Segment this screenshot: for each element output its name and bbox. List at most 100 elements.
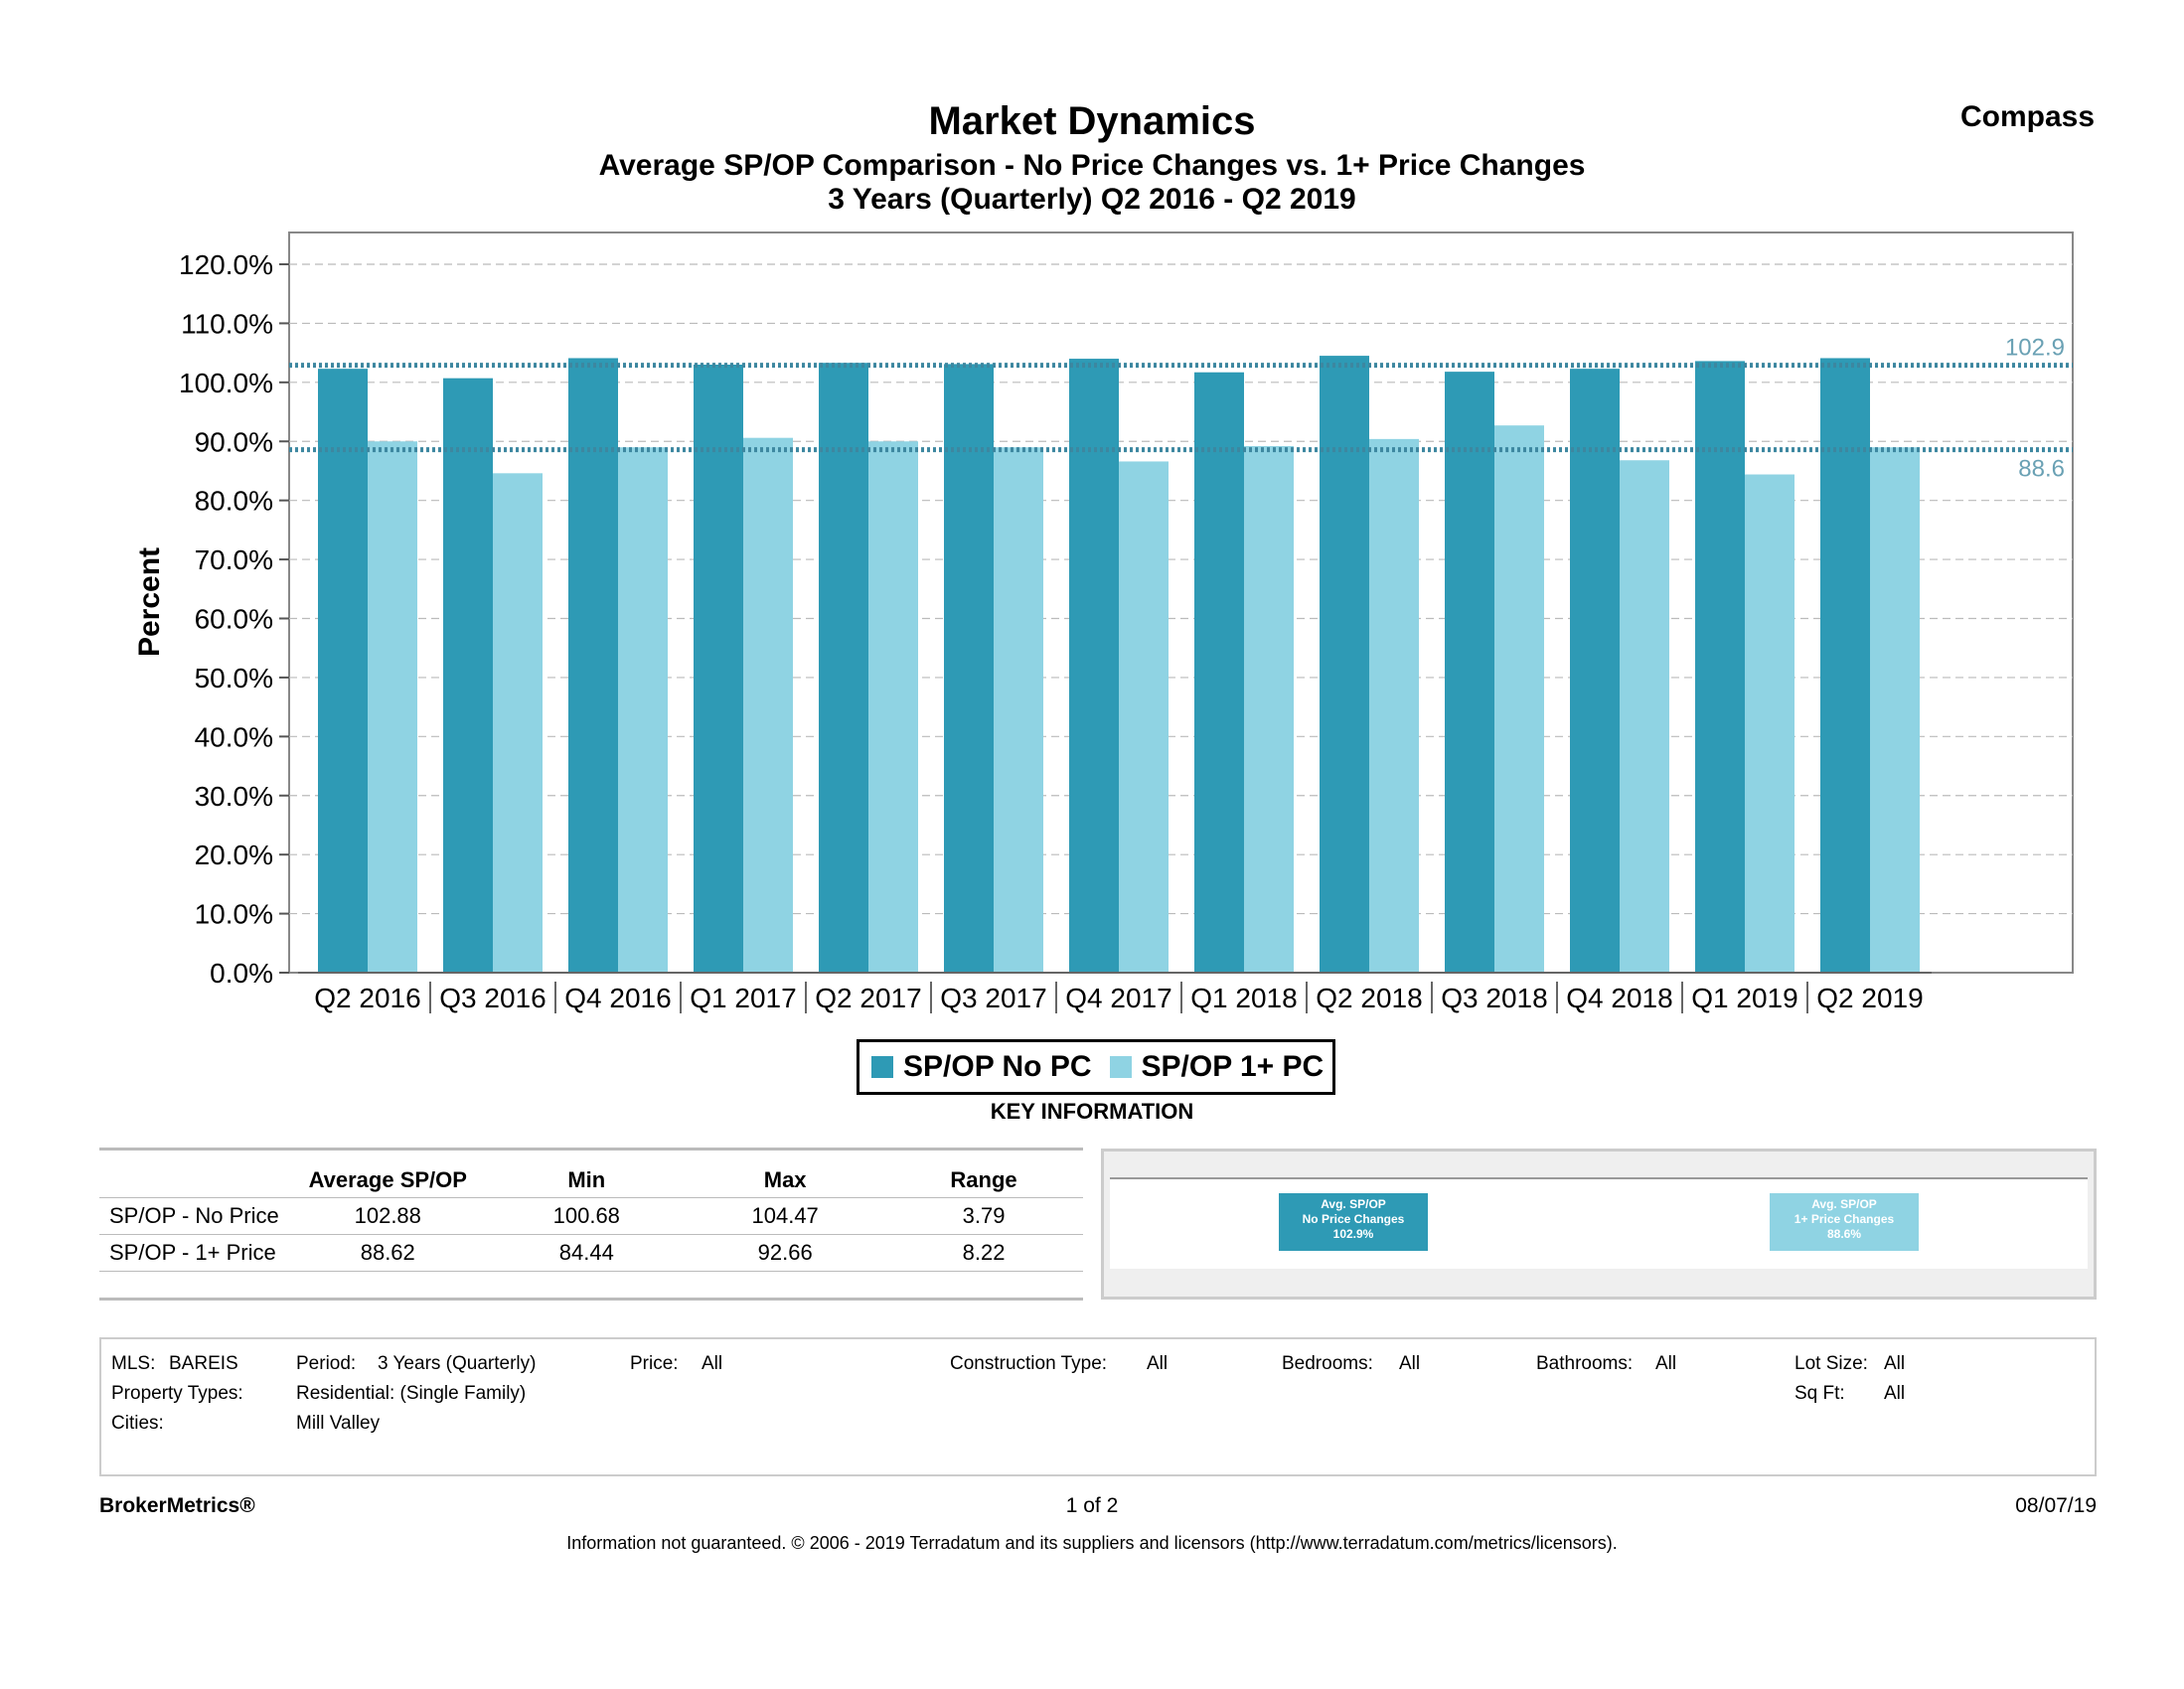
key-info-heading: KEY INFORMATION <box>990 1099 1194 1124</box>
x-tick-label: Q1 2017 <box>690 983 796 1013</box>
cities-label: Cities: <box>111 1413 164 1434</box>
mini-right-line2: 1+ Price Changes <box>1794 1212 1895 1226</box>
bar-no-pc <box>318 369 368 974</box>
bar-no-pc <box>443 378 493 973</box>
page-title: Market Dynamics <box>928 99 1256 143</box>
footer-page: 1 of 2 <box>1065 1494 1119 1517</box>
y-tick-label: 110.0% <box>181 308 273 339</box>
x-tick-label: Q2 2019 <box>1816 983 1923 1013</box>
bar-no-pc <box>1069 359 1119 974</box>
chart-legend: SP/OP No PC SP/OP 1+ PC <box>857 1039 1335 1095</box>
row-min: 100.68 <box>487 1197 687 1235</box>
x-tick-label: Q2 2016 <box>314 983 420 1013</box>
table-bottom-rule <box>99 1298 1083 1301</box>
cities-value: Mill Valley <box>296 1413 381 1434</box>
bar-no-pc <box>1695 361 1745 973</box>
sqft-value: All <box>1884 1383 1906 1404</box>
price-value: All <box>702 1353 723 1374</box>
brand-name: Compass <box>1959 100 2095 133</box>
lotsize-value: All <box>1884 1353 1906 1374</box>
x-tick-label: Q3 2018 <box>1441 983 1547 1013</box>
row-label: SP/OP - 1+ Price <box>99 1234 289 1272</box>
bar-chart: 120.0% 110.0% 100.0% 90.0% 80.0% 70.0% 60.0% 50… <box>133 231 2074 1013</box>
bar-one-pc <box>618 447 668 974</box>
table-header-row: Average SP/OP Min Max Range <box>99 1149 1083 1198</box>
bar-one-pc <box>1745 474 1794 973</box>
col-min: Min <box>567 1167 606 1192</box>
bar-no-pc <box>1320 356 1369 973</box>
bar-no-pc <box>1194 372 1244 973</box>
mini-bar-one-pc: Avg. SP/OP 1+ Price Changes 88.6% <box>1770 1193 1919 1251</box>
footer-date: 08/07/19 <box>2015 1494 2097 1517</box>
y-tick-label: 50.0% <box>195 663 273 693</box>
mini-summary-panel: Avg. SP/OP No Price Changes 102.9% Avg. … <box>1101 1149 2097 1300</box>
y-tick-label: 30.0% <box>195 781 273 812</box>
price-label: Price: <box>630 1353 679 1374</box>
bar-one-pc <box>994 447 1043 974</box>
y-tick-label: 80.0% <box>195 486 273 517</box>
bedrooms-label: Bedrooms: <box>1282 1353 1373 1374</box>
row-range: 3.79 <box>884 1197 1083 1235</box>
mls-label: MLS: <box>111 1353 156 1374</box>
bathrooms-value: All <box>1655 1353 1677 1374</box>
bathrooms-label: Bathrooms: <box>1536 1353 1634 1374</box>
lotsize-label: Lot Size: <box>1794 1353 1868 1374</box>
table-row: SP/OP - 1+ Price 88.62 84.44 92.66 8.22 <box>99 1234 1083 1272</box>
chart-subtitle: Average SP/OP Comparison - No Price Chan… <box>598 149 1586 182</box>
bar-one-pc <box>493 473 543 973</box>
x-tick-label: Q4 2016 <box>564 983 671 1013</box>
footer-disclaimer: Information not guaranteed. © 2006 - 201… <box>566 1533 1618 1553</box>
y-tick-label: 120.0% <box>179 249 273 280</box>
row-max: 104.47 <box>686 1197 885 1235</box>
bar-one-pc <box>1870 447 1920 974</box>
col-range: Range <box>950 1167 1017 1192</box>
mini-bar-no-pc: Avg. SP/OP No Price Changes 102.9% <box>1279 1193 1428 1251</box>
x-tick-label: Q3 2016 <box>439 983 546 1013</box>
bar-one-pc <box>1620 460 1669 974</box>
y-tick-label: 40.0% <box>195 721 273 752</box>
bar-one-pc <box>1494 425 1544 973</box>
bar-one-pc <box>743 437 793 973</box>
col-max: Max <box>763 1167 807 1192</box>
construction-value: All <box>1147 1353 1169 1374</box>
reference-line-label: 102.9 <box>2005 335 2065 362</box>
y-tick-label: 10.0% <box>195 899 273 930</box>
bar-one-pc <box>1119 461 1169 973</box>
bar-one-pc <box>868 441 918 973</box>
legend-swatch-no-pc <box>871 1056 893 1078</box>
row-min: 84.44 <box>487 1234 687 1272</box>
bar-one-pc <box>1369 438 1419 974</box>
bar-no-pc <box>568 358 618 973</box>
x-tick-label: Q2 2017 <box>815 983 921 1013</box>
bar-no-pc <box>1445 372 1494 974</box>
footer-product: BrokerMetrics® <box>99 1494 255 1517</box>
x-tick-label: Q3 2017 <box>940 983 1046 1013</box>
ptype-label: Property Types: <box>111 1383 243 1404</box>
mini-box-right: Avg. SP/OP 1+ Price Changes 88.6% <box>1599 1177 2088 1269</box>
col-average: Average SP/OP <box>308 1167 467 1192</box>
reference-line-label: 88.6 <box>2018 456 2065 483</box>
bar-one-pc <box>1244 446 1294 974</box>
row-avg: 102.88 <box>288 1197 488 1235</box>
y-axis-label: Percent <box>133 547 166 657</box>
mini-box-left: Avg. SP/OP No Price Changes 102.9% <box>1110 1177 1601 1269</box>
y-tick-label: 60.0% <box>195 604 273 635</box>
y-tick-label: 70.0% <box>195 544 273 575</box>
mini-right-line3: 88.6% <box>1826 1227 1862 1241</box>
mini-left-line1: Avg. SP/OP <box>1321 1197 1386 1211</box>
mls-value: BAREIS <box>169 1353 238 1374</box>
x-tick-label: Q2 2018 <box>1316 983 1422 1013</box>
mini-left-line2: No Price Changes <box>1302 1212 1405 1226</box>
row-max: 92.66 <box>686 1234 885 1272</box>
x-tick-label: Q1 2018 <box>1190 983 1297 1013</box>
chart-period: 3 Years (Quarterly) Q2 2016 - Q2 2019 <box>828 183 1356 216</box>
bar-no-pc <box>819 363 868 973</box>
legend-swatch-one-pc <box>1109 1056 1132 1078</box>
x-tick-label: Q4 2018 <box>1566 983 1672 1013</box>
period-value: 3 Years (Quarterly) <box>378 1353 537 1374</box>
period-label: Period: <box>296 1353 357 1374</box>
ptype-value: Residential: (Single Family) <box>296 1383 527 1404</box>
bar-no-pc <box>1820 358 1870 973</box>
plot-frame <box>288 231 2074 974</box>
row-label: SP/OP - No Price <box>99 1197 289 1235</box>
